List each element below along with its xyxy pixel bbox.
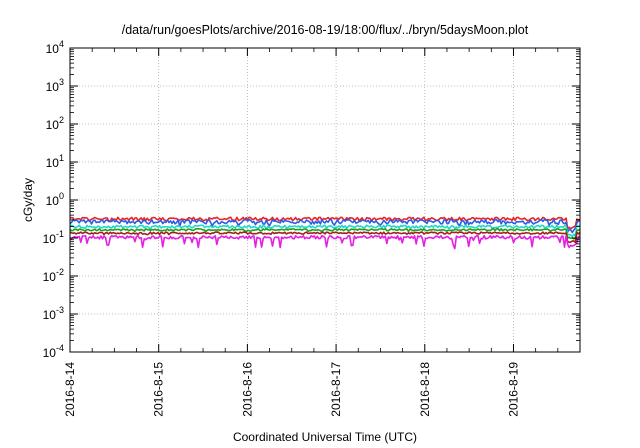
series-line [69, 218, 581, 234]
y-tick-label: 100 [46, 191, 64, 208]
series-line [69, 231, 581, 244]
y-tick-label: 102 [46, 115, 64, 132]
y-tick-label: 104 [46, 39, 64, 56]
x-tick-label: 2016-8-19 [506, 362, 520, 417]
grid-lines [70, 48, 580, 352]
series-line [69, 216, 581, 230]
y-tick-label: 103 [46, 77, 64, 94]
chart-title: /data/run/goesPlots/archive/2016-08-19/1… [122, 23, 529, 37]
series-line [69, 234, 581, 250]
y-tick-label: 10-4 [43, 343, 64, 360]
y-tick-label: 10-2 [43, 267, 64, 284]
x-tick-label: 2016-8-14 [63, 362, 77, 417]
x-tick-label: 2016-8-15 [152, 362, 166, 417]
x-tick-labels: 2016-8-14 2016-8-15 2016-8-16 2016-8-17 2016… [63, 362, 520, 417]
y-tick-label: 101 [46, 153, 64, 170]
y-tick-label: 10-1 [43, 229, 64, 246]
y-tick-labels: 10-4 10-3 10-2 10-1 100 101 102 103 104 [43, 39, 64, 360]
x-tick-label: 2016-8-18 [418, 362, 432, 417]
series-line [69, 224, 581, 238]
x-tick-label: 2016-8-17 [329, 362, 343, 417]
series-line [69, 228, 581, 240]
y-tick-label: 10-3 [43, 305, 64, 322]
y-axis-label: cGy/day [21, 178, 35, 222]
x-axis-label: Coordinated Universal Time (UTC) [233, 430, 417, 444]
x-tick-label: 2016-8-16 [240, 362, 254, 417]
axis-ticks [69, 47, 580, 353]
series-lines [69, 216, 581, 250]
